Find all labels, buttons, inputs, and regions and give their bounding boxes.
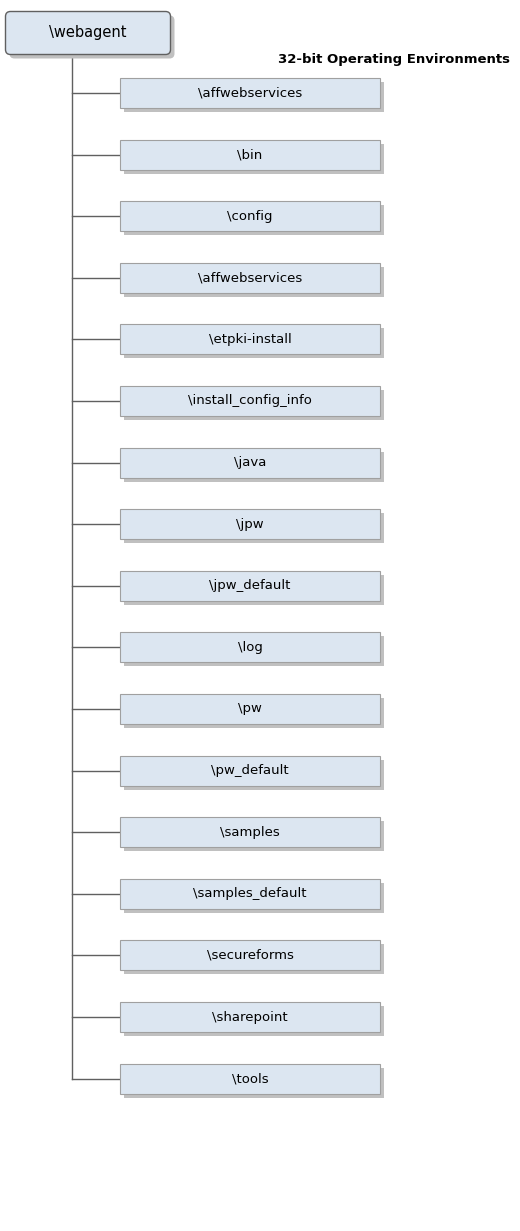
FancyBboxPatch shape	[124, 144, 384, 174]
FancyBboxPatch shape	[120, 1064, 380, 1093]
FancyBboxPatch shape	[120, 325, 380, 355]
Text: \secureforms: \secureforms	[206, 949, 293, 961]
FancyBboxPatch shape	[124, 698, 384, 728]
Text: \webagent: \webagent	[49, 26, 127, 41]
FancyBboxPatch shape	[6, 11, 171, 54]
FancyBboxPatch shape	[120, 633, 380, 662]
Text: \log: \log	[238, 641, 263, 654]
FancyBboxPatch shape	[124, 390, 384, 420]
FancyBboxPatch shape	[120, 571, 380, 601]
FancyBboxPatch shape	[120, 201, 380, 231]
FancyBboxPatch shape	[124, 1006, 384, 1037]
FancyBboxPatch shape	[120, 510, 380, 539]
FancyBboxPatch shape	[120, 879, 380, 908]
Text: \samples_default: \samples_default	[193, 888, 307, 900]
FancyBboxPatch shape	[124, 636, 384, 666]
Text: \pw: \pw	[238, 703, 262, 715]
FancyBboxPatch shape	[124, 760, 384, 789]
Text: \java: \java	[234, 457, 266, 469]
FancyBboxPatch shape	[124, 575, 384, 604]
FancyBboxPatch shape	[120, 817, 380, 847]
FancyBboxPatch shape	[124, 206, 384, 235]
FancyBboxPatch shape	[124, 329, 384, 358]
FancyBboxPatch shape	[124, 267, 384, 297]
FancyBboxPatch shape	[9, 16, 175, 59]
FancyBboxPatch shape	[124, 883, 384, 913]
FancyBboxPatch shape	[120, 139, 380, 170]
FancyBboxPatch shape	[120, 940, 380, 970]
FancyBboxPatch shape	[124, 821, 384, 851]
Text: \tools: \tools	[232, 1072, 268, 1085]
Text: \etpki-install: \etpki-install	[209, 332, 291, 346]
FancyBboxPatch shape	[124, 452, 384, 481]
FancyBboxPatch shape	[124, 513, 384, 543]
FancyBboxPatch shape	[120, 262, 380, 293]
Text: 32-bit Operating Environments: 32-bit Operating Environments	[278, 53, 510, 65]
Text: \affwebservices: \affwebservices	[198, 86, 302, 100]
Text: \sharepoint: \sharepoint	[212, 1011, 288, 1023]
FancyBboxPatch shape	[124, 82, 384, 112]
Text: \config: \config	[227, 209, 273, 223]
Text: \bin: \bin	[237, 148, 263, 161]
FancyBboxPatch shape	[124, 1067, 384, 1098]
FancyBboxPatch shape	[120, 78, 380, 108]
FancyBboxPatch shape	[124, 944, 384, 975]
FancyBboxPatch shape	[120, 756, 380, 785]
Text: \samples: \samples	[220, 826, 280, 838]
FancyBboxPatch shape	[120, 1002, 380, 1032]
Text: \jpw: \jpw	[236, 518, 264, 531]
Text: \affwebservices: \affwebservices	[198, 271, 302, 284]
Text: \install_config_info: \install_config_info	[188, 394, 312, 407]
FancyBboxPatch shape	[120, 387, 380, 416]
Text: \pw_default: \pw_default	[211, 764, 289, 777]
Text: \jpw_default: \jpw_default	[210, 580, 291, 592]
FancyBboxPatch shape	[120, 694, 380, 724]
FancyBboxPatch shape	[120, 448, 380, 478]
